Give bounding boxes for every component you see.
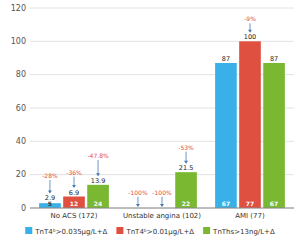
change-label: -47.8% <box>87 152 109 159</box>
change-label: -36% <box>66 169 82 176</box>
y-tick-label: 0 <box>21 204 26 213</box>
grid-line <box>30 8 294 9</box>
bar <box>263 63 285 208</box>
legend-label: TnT4ᵇ>0.01μg/L+Δ <box>125 228 194 236</box>
y-tick-label: 120 <box>11 4 26 13</box>
arrow-head <box>248 30 252 33</box>
arrow-head <box>72 185 76 188</box>
arrow-head <box>48 191 52 194</box>
grid <box>30 8 294 208</box>
y-tick-label: 100 <box>11 37 26 46</box>
arrow <box>160 197 164 207</box>
chart: 02040608010012052.9-28%-100%6787126.9-36… <box>0 0 300 240</box>
count-label: 67 <box>270 200 278 207</box>
legend-label: TnThs>13ng/L+Δ <box>212 228 275 236</box>
arrow <box>248 23 252 32</box>
legend-item: TnT4ᵇ>0.01μg/L+Δ <box>116 227 194 236</box>
arrow-head <box>160 204 164 207</box>
legend-item: TnThs>13ng/L+Δ <box>203 227 275 236</box>
y-tick-label: 40 <box>16 137 26 146</box>
count-label: 77 <box>246 200 254 207</box>
grid-line <box>30 208 294 209</box>
value-label: 21.5 <box>179 164 193 172</box>
arrow <box>96 160 100 176</box>
change-label: -100% <box>152 189 172 196</box>
value-label: 100 <box>244 33 256 41</box>
x-tick-label: No ACS (172) <box>51 212 98 220</box>
arrow-head <box>136 204 140 207</box>
x-tick-label: Unstable angina (102) <box>123 212 201 220</box>
value-label: 2.9 <box>45 194 55 202</box>
arrow <box>184 152 188 164</box>
arrow <box>72 177 76 188</box>
legend-swatch <box>25 227 32 234</box>
arrow <box>48 180 52 194</box>
count-label: 12 <box>70 200 78 207</box>
change-label: -100% <box>128 189 148 196</box>
bar <box>87 185 109 208</box>
value-label: 87 <box>222 55 230 63</box>
count-label: 24 <box>94 200 102 207</box>
y-ticks: 0 20 40 60 80 100 120 <box>11 4 26 213</box>
value-label: 6.9 <box>69 189 79 197</box>
legend-label: TnT4ᵇ>0.035μg/L+Δ <box>34 228 107 236</box>
value-label: 13.9 <box>91 177 105 185</box>
y-tick-label: 20 <box>16 170 26 179</box>
legend-item: TnT4ᵇ>0.035μg/L+Δ <box>25 227 107 236</box>
bar <box>175 172 197 208</box>
bar <box>239 41 261 208</box>
legend: TnT4ᵇ>0.035μg/L+Δ TnT4ᵇ>0.01μg/L+Δ TnThs>1… <box>25 227 275 236</box>
arrow <box>136 197 140 207</box>
x-ticks: No ACS (172) Unstable angina (102) AMI (77… <box>51 212 265 220</box>
value-label: 87 <box>270 55 278 63</box>
bar <box>63 197 85 209</box>
legend-swatch <box>203 227 210 234</box>
bars <box>39 41 285 208</box>
y-tick-label: 80 <box>16 70 26 79</box>
legend-swatch <box>116 227 123 234</box>
change-label: -28% <box>42 172 58 179</box>
arrow-head <box>96 173 100 176</box>
y-tick-label: 60 <box>16 104 26 113</box>
labels: 52.9-28%-100%6787126.9-36%-100%77100-9%2… <box>42 15 278 207</box>
arrow-head <box>184 161 188 164</box>
change-label: -53% <box>178 144 194 151</box>
annotations <box>48 23 252 207</box>
count-label: 67 <box>222 200 230 207</box>
bar <box>215 63 237 208</box>
x-tick-label: AMI (77) <box>235 212 265 220</box>
x-axis-line <box>30 208 294 209</box>
count-label: 22 <box>182 200 190 207</box>
arrow-shaft <box>98 160 99 175</box>
change-label: -9% <box>244 15 256 22</box>
